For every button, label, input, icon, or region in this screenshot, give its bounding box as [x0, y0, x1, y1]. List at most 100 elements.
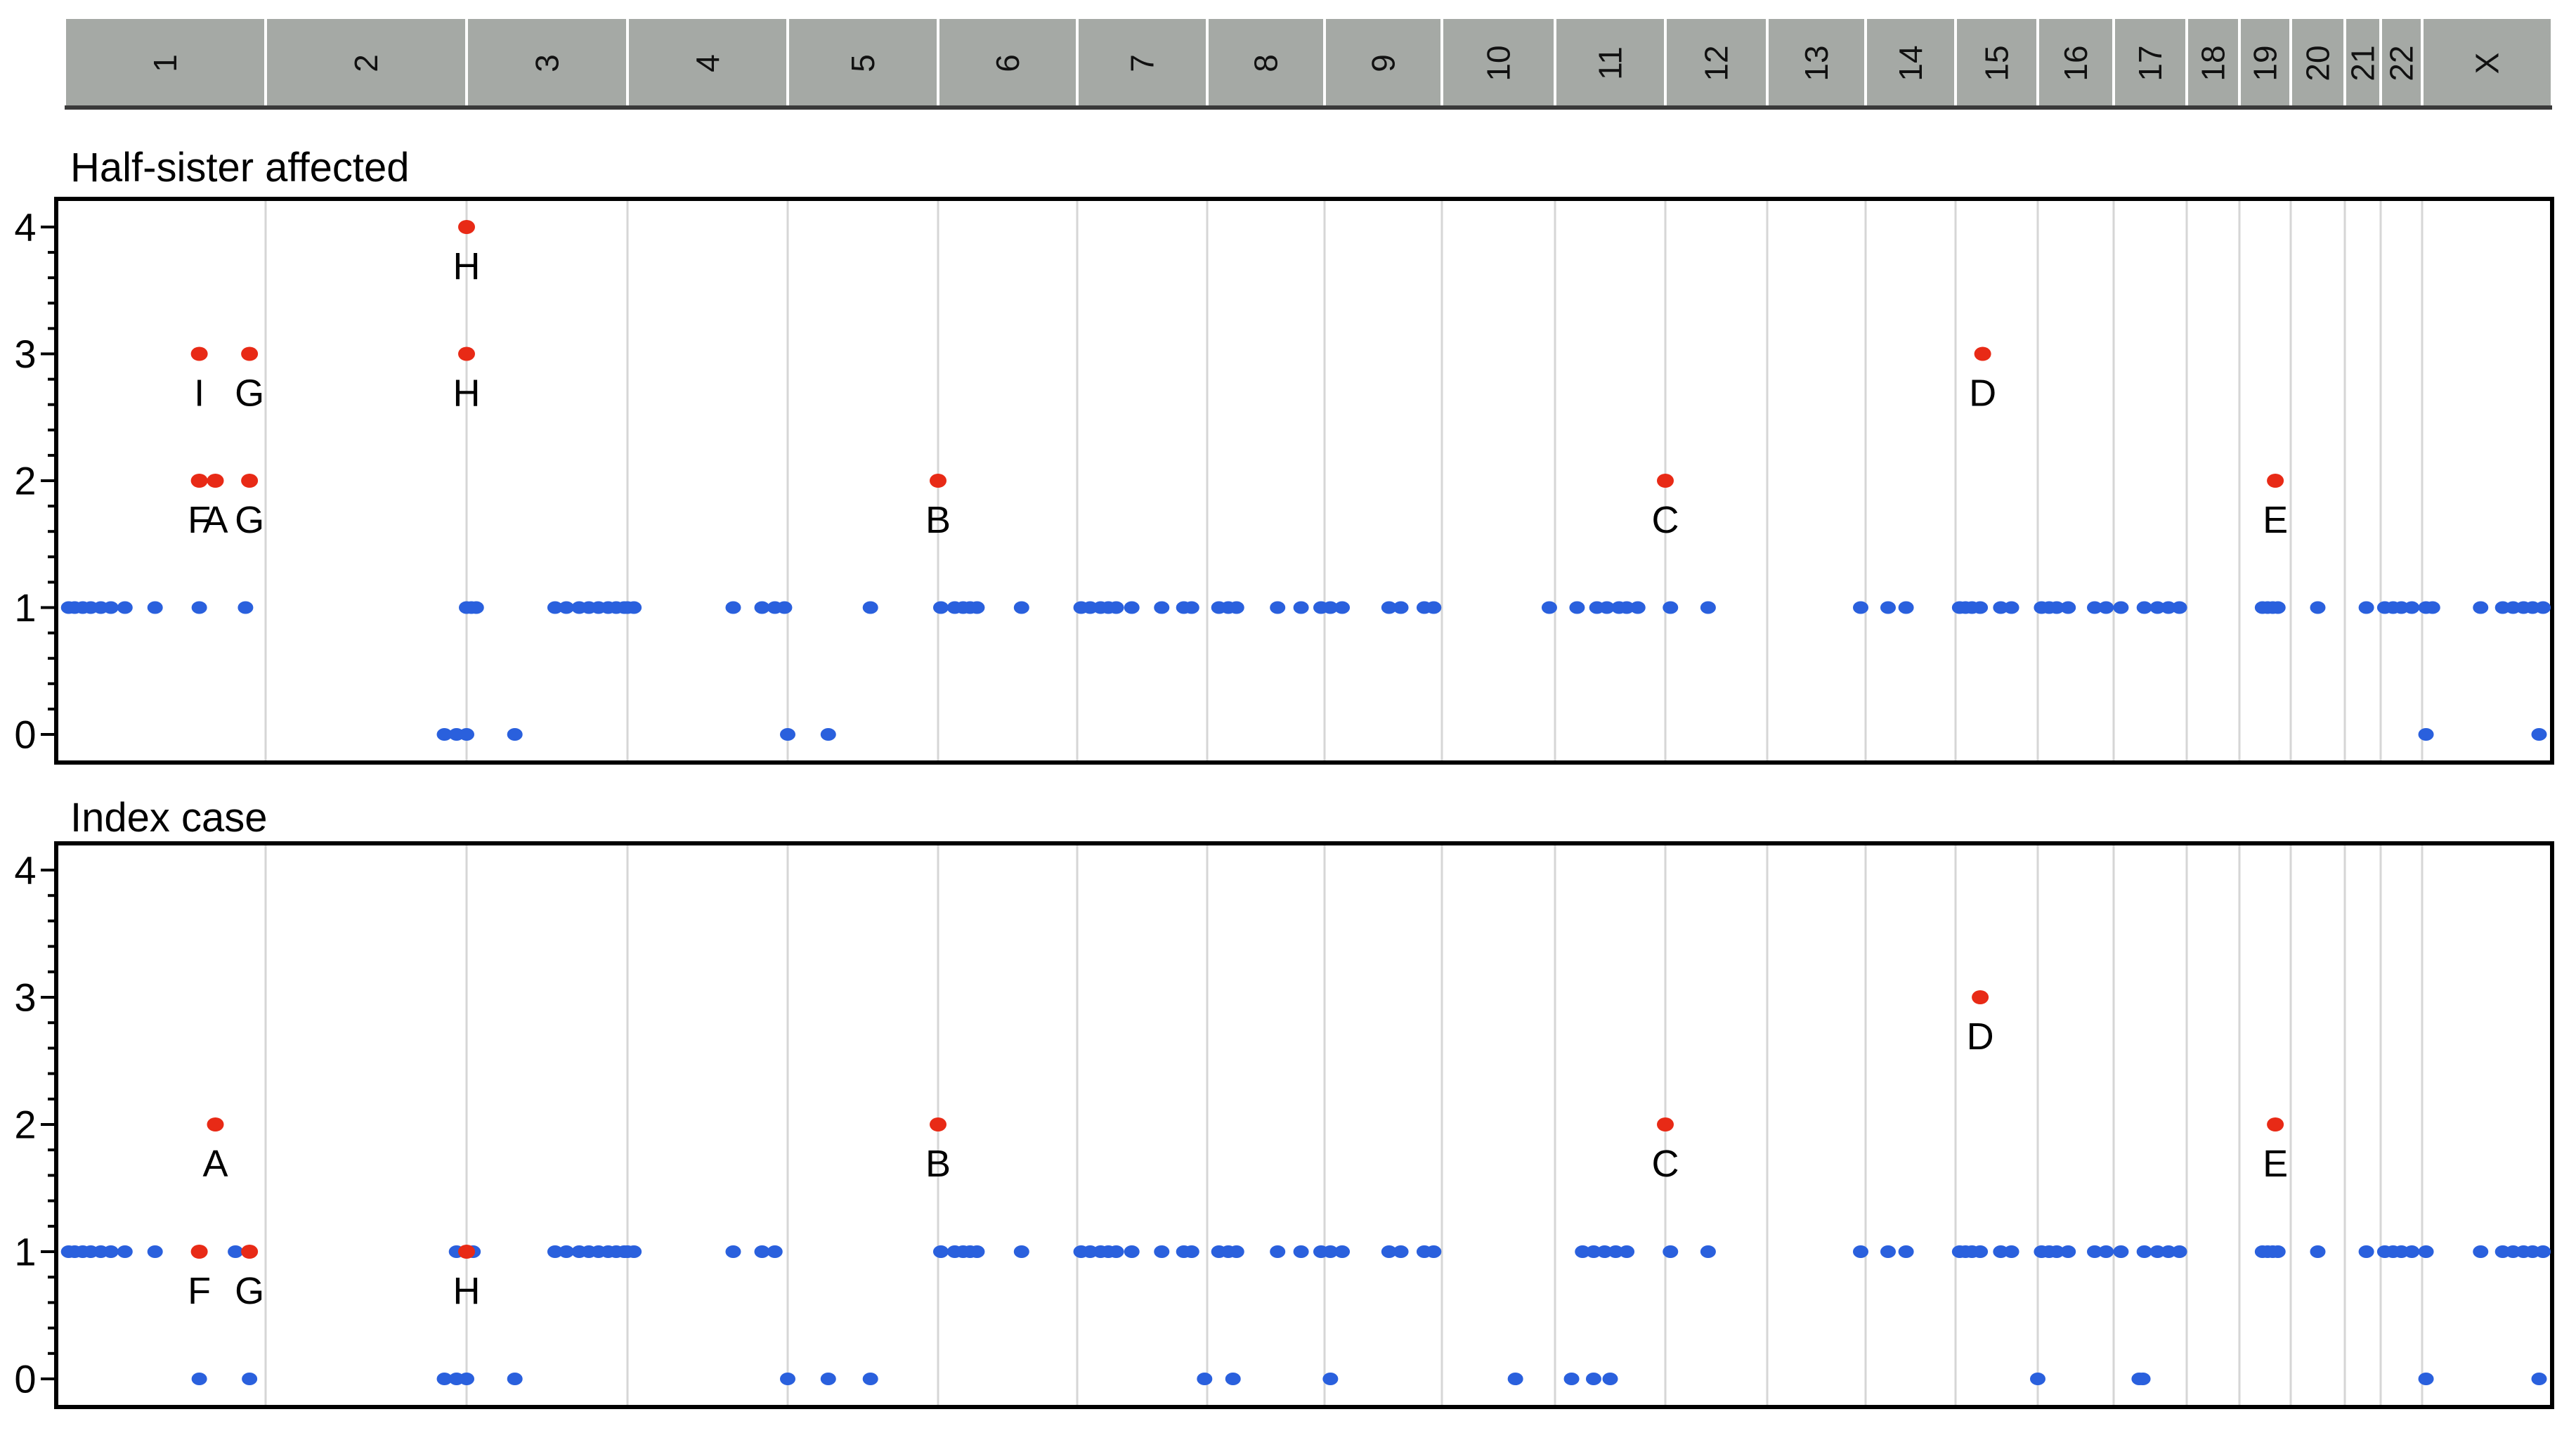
chromosome-label: 21 — [2345, 45, 2381, 81]
normal-copy-point — [191, 601, 207, 614]
point-label: H — [453, 1270, 481, 1312]
normal-copy-point — [2171, 601, 2187, 614]
point-label: B — [925, 499, 951, 541]
plot-frame — [54, 841, 2554, 1409]
normal-copy-point — [1381, 1245, 1397, 1258]
normal-copy-point — [1898, 1245, 1914, 1258]
normal-copy-point — [1108, 601, 1124, 614]
point-label: F — [188, 1270, 211, 1312]
altered-copy-point — [207, 474, 224, 488]
chromosome-label: 17 — [2132, 45, 2168, 81]
normal-copy-point — [547, 1245, 563, 1258]
normal-copy-point — [2310, 1245, 2326, 1258]
normal-copy-point — [2060, 1245, 2076, 1258]
normal-copy-point — [117, 1245, 133, 1258]
point-label: B — [925, 1143, 951, 1185]
normal-copy-point — [2535, 1245, 2551, 1258]
chromosome-label: 18 — [2195, 45, 2232, 81]
normal-copy-point — [862, 1373, 878, 1385]
normal-copy-point — [1700, 601, 1716, 614]
normal-copy-point — [147, 1245, 163, 1258]
normal-copy-point — [1270, 601, 1286, 614]
normal-copy-point — [1599, 601, 1615, 614]
altered-copy-point — [1657, 1117, 1674, 1132]
normal-copy-point — [754, 1245, 770, 1258]
normal-copy-point — [507, 1373, 523, 1385]
normal-copy-point — [103, 601, 119, 614]
normal-copy-point — [436, 1373, 453, 1385]
altered-copy-point — [1657, 474, 1674, 488]
normal-copy-point — [1426, 1245, 1442, 1258]
y-tick-label: 1 — [14, 1230, 36, 1274]
normal-copy-point — [780, 728, 795, 741]
normal-copy-point — [1596, 1245, 1613, 1258]
normal-copy-point — [2149, 601, 2166, 614]
normal-copy-point — [147, 601, 163, 614]
chromosome-header-cell — [2238, 16, 2292, 110]
y-tick-label: 0 — [14, 1357, 36, 1401]
normal-copy-point — [1393, 1245, 1409, 1258]
normal-copy-point — [2418, 1373, 2434, 1385]
y-tick-label: 2 — [14, 1103, 36, 1147]
normal-copy-point — [1993, 1245, 2009, 1258]
altered-copy-point — [930, 474, 947, 488]
normal-copy-point — [2418, 728, 2434, 741]
chromosome-label: 10 — [1481, 45, 1517, 81]
normal-copy-point — [1228, 1245, 1244, 1258]
normal-copy-point — [1124, 1245, 1140, 1258]
normal-copy-point — [1629, 601, 1646, 614]
chromosome-header-cell — [2036, 16, 2115, 110]
normal-copy-point — [1663, 1245, 1679, 1258]
normal-copy-point — [2087, 601, 2102, 614]
chromosome-label: 8 — [1248, 54, 1284, 72]
normal-copy-point — [2113, 601, 2129, 614]
point-label: I — [194, 372, 204, 415]
altered-copy-point — [2267, 474, 2284, 488]
point-label: D — [1967, 1016, 1994, 1058]
altered-copy-point — [1972, 990, 1989, 1004]
chromosome-label: 11 — [1592, 46, 1629, 80]
normal-copy-point — [191, 1373, 207, 1385]
chromosome-header-cell — [2421, 16, 2554, 110]
y-tick-label: 2 — [14, 459, 36, 503]
chromosome-label: 16 — [2057, 45, 2094, 81]
normal-copy-point — [1013, 1245, 1029, 1258]
normal-copy-point — [1972, 601, 1989, 614]
normal-copy-point — [2161, 601, 2176, 614]
normal-copy-point — [2136, 601, 2152, 614]
point-label: C — [1652, 1143, 1679, 1185]
normal-copy-point — [242, 1373, 258, 1385]
normal-copy-point — [1154, 601, 1170, 614]
panel-title: Index case — [70, 795, 268, 841]
chromosome-label: 12 — [1698, 45, 1735, 81]
normal-copy-point — [1972, 1245, 1989, 1258]
normal-copy-point — [1334, 1245, 1351, 1258]
normal-copy-point — [2270, 1245, 2286, 1258]
normal-copy-point — [1853, 601, 1868, 614]
normal-copy-point — [1322, 1245, 1339, 1258]
chromosome-label: 22 — [2383, 45, 2420, 81]
altered-copy-point — [458, 220, 475, 234]
normal-copy-point — [1880, 1245, 1896, 1258]
plot-frame — [54, 197, 2554, 765]
panel-title: Half-sister affected — [70, 145, 409, 190]
normal-copy-point — [754, 601, 770, 614]
normal-copy-point — [507, 728, 523, 741]
chromosome-label: 13 — [1798, 45, 1835, 81]
normal-copy-point — [1585, 1245, 1601, 1258]
altered-copy-point — [190, 1245, 208, 1259]
normal-copy-point — [547, 601, 563, 614]
normal-copy-point — [1228, 601, 1244, 614]
y-tick-label: 1 — [14, 585, 36, 630]
normal-copy-point — [1293, 1245, 1309, 1258]
normal-copy-point — [2149, 1245, 2166, 1258]
altered-copy-point — [241, 474, 259, 488]
chromosome-header-cell — [1206, 16, 1326, 110]
normal-copy-point — [1563, 1373, 1580, 1385]
normal-copy-point — [932, 1245, 949, 1258]
normal-copy-point — [2098, 601, 2114, 614]
normal-copy-point — [468, 601, 484, 614]
normal-copy-point — [2003, 601, 2019, 614]
normal-copy-point — [228, 1245, 244, 1258]
